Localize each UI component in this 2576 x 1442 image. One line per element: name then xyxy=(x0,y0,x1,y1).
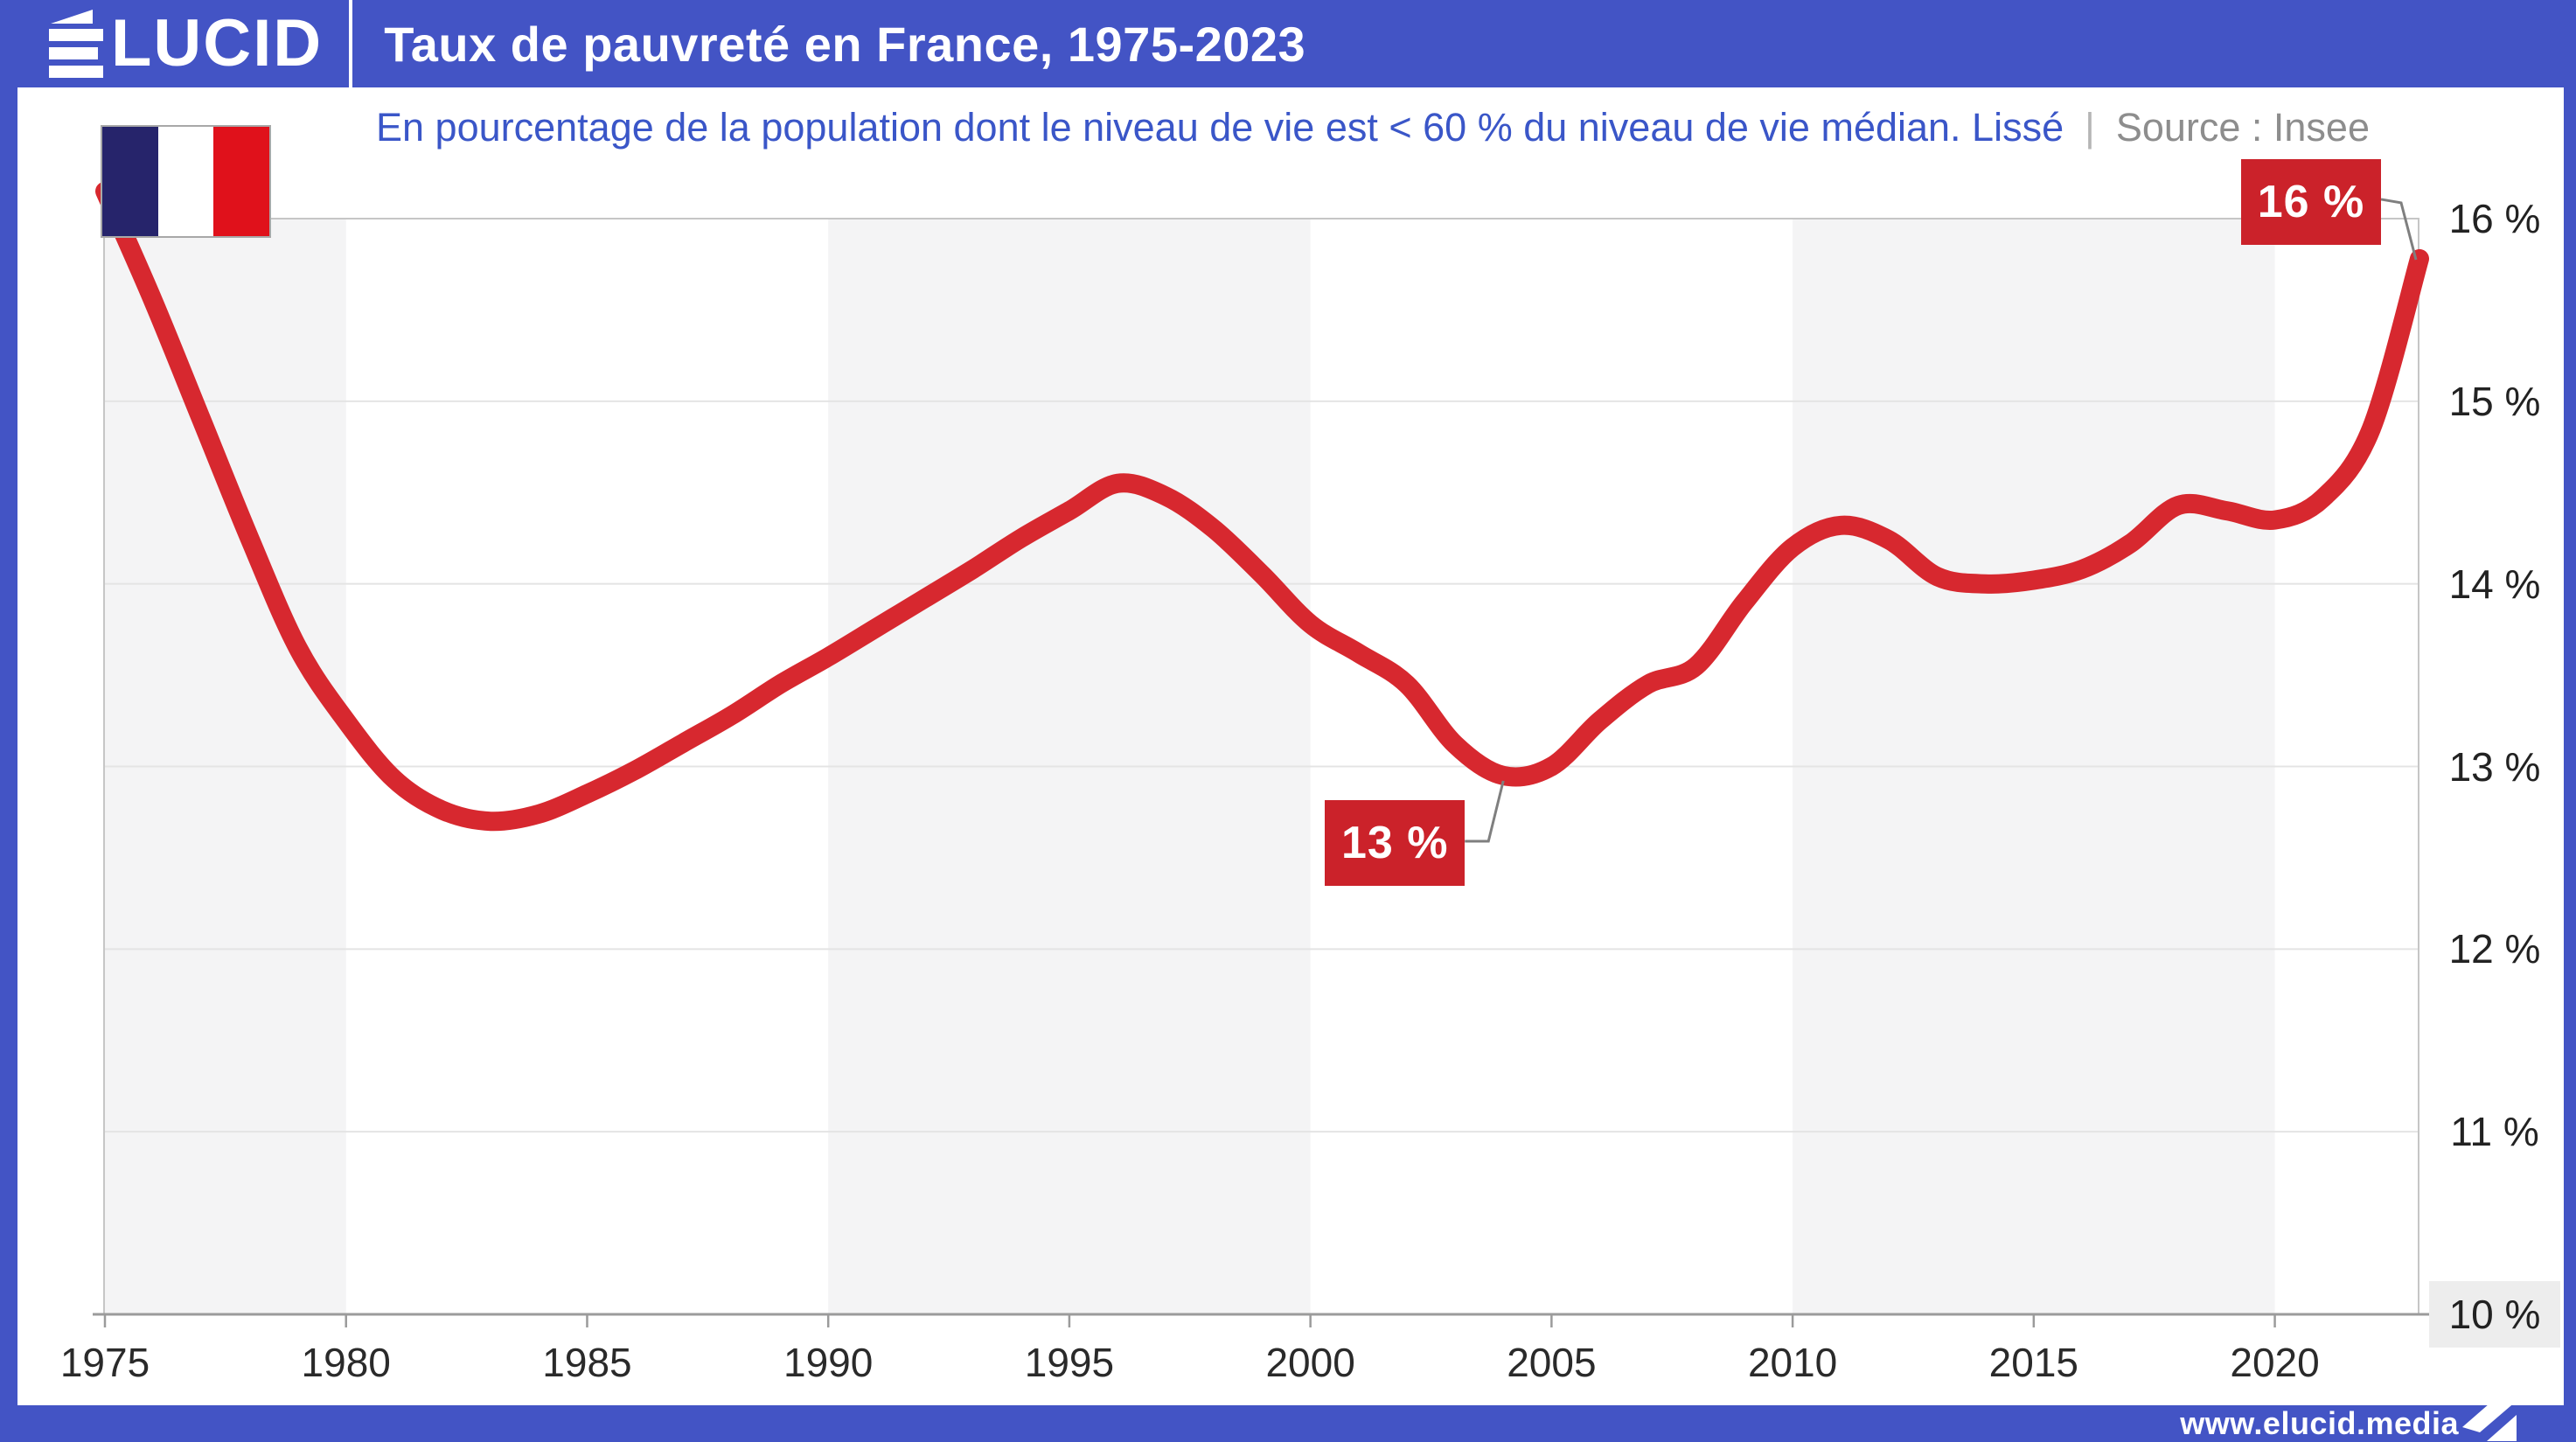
flag-stripe-blue xyxy=(102,127,158,236)
x-tick-label-1975: 1975 xyxy=(59,1340,150,1385)
x-tick-label-2015: 2015 xyxy=(1988,1340,2078,1385)
y-tick-label-13: 13 % xyxy=(2448,743,2541,790)
elucid-arrow-icon xyxy=(2461,1378,2522,1442)
x-tick-label-2000: 2000 xyxy=(1265,1340,1355,1385)
flag-stripe-white xyxy=(157,127,214,236)
source-label: Source : Insee xyxy=(2115,105,2370,150)
y-tick-label-12: 12 % xyxy=(2448,926,2541,972)
page-title: Taux de pauvreté en France, 1975-2023 xyxy=(384,16,1306,72)
annotation-13%: 13 % xyxy=(1325,799,1466,886)
x-tick-label-2020: 2020 xyxy=(2230,1340,2320,1385)
y-tick-label-16: 16 % xyxy=(2448,196,2541,241)
subtitle-separator: | xyxy=(2085,105,2095,150)
logo-e-icon xyxy=(49,10,105,78)
france-flag-icon xyxy=(101,125,271,238)
frame-right xyxy=(2564,87,2576,1405)
poverty-rate-line xyxy=(95,181,2429,832)
annotation-16%: 16 % xyxy=(2241,158,2381,245)
frame-left xyxy=(0,87,17,1405)
x-tick-label-1995: 1995 xyxy=(1024,1340,1115,1385)
x-tick-label-1990: 1990 xyxy=(783,1340,874,1385)
y-tick-label-14: 14 % xyxy=(2448,561,2541,607)
subtitle-text: En pourcentage de la population dont le … xyxy=(376,105,2064,150)
header-bar: LUCID Taux de pauvreté en France, 1975-2… xyxy=(0,0,2576,87)
elucid-logo: LUCID xyxy=(49,0,323,87)
logo-text: LUCID xyxy=(111,6,324,80)
header-divider xyxy=(349,0,353,87)
annotation-callout xyxy=(2380,198,2418,261)
x-tick-label-2010: 2010 xyxy=(1747,1340,1838,1385)
x-tick-label-1985: 1985 xyxy=(542,1340,632,1385)
y-tick-label-11: 11 % xyxy=(2450,1109,2539,1155)
y-tick-label-15: 15 % xyxy=(2448,378,2541,424)
footer-bar xyxy=(0,1405,2576,1442)
x-tick-label-2005: 2005 xyxy=(1507,1340,1597,1385)
subtitle-row: En pourcentage de la population dont le … xyxy=(376,87,2527,168)
flag-stripe-red xyxy=(213,127,270,236)
x-tick-label-1980: 1980 xyxy=(301,1340,391,1385)
footer-url: www.elucid.media xyxy=(2180,1405,2459,1441)
y-tick-label-10: 10 % xyxy=(2429,1281,2560,1348)
annotation-callout xyxy=(1465,780,1505,843)
